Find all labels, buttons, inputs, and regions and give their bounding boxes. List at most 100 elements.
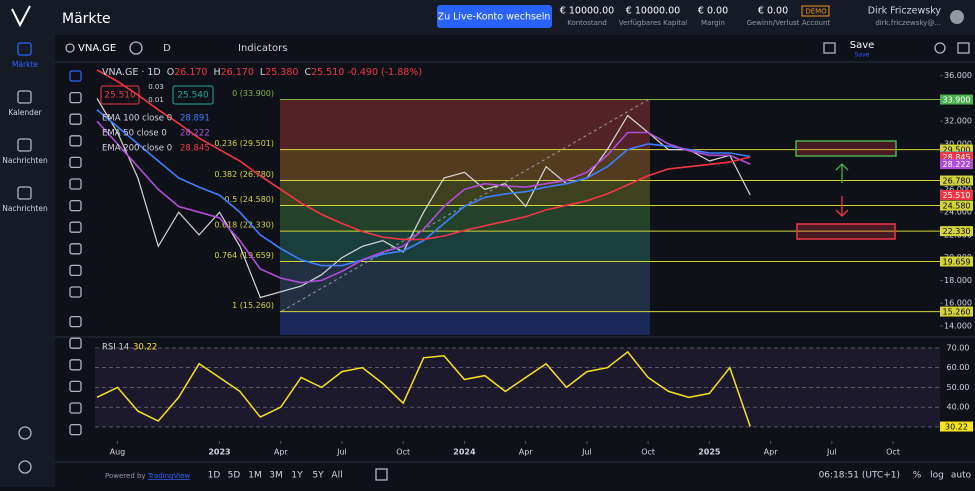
range-button[interactable]: 3M bbox=[269, 471, 283, 481]
ema-value: 28.891 bbox=[180, 114, 210, 124]
nav-label[interactable]: Märkte bbox=[12, 60, 38, 69]
interval[interactable]: D bbox=[163, 43, 171, 54]
symbol[interactable]: VNA.GE bbox=[78, 43, 116, 54]
button-label[interactable]: Zu Live-Konto wechseln bbox=[438, 12, 551, 23]
range-button[interactable]: 1D bbox=[208, 471, 221, 481]
legend-symbol: VNA.GE · 1D bbox=[102, 67, 161, 78]
price-badge-label: 22.330 bbox=[943, 227, 971, 236]
range-buttons: 1D 5D 1M 3M 1Y 5Y All bbox=[208, 471, 343, 481]
fib-label: 0.236 (29.501) bbox=[214, 139, 274, 148]
stat-label: Verfügbares Kapital bbox=[619, 19, 688, 27]
x-tick-label: Apr bbox=[274, 448, 289, 457]
y-tick-label: 36.000 bbox=[944, 71, 972, 80]
fib-label: 0 (33.900) bbox=[232, 89, 274, 98]
live-button[interactable]: Zu Live-Konto wechseln bbox=[437, 5, 552, 28]
y-tick-label: 40.00 bbox=[947, 403, 970, 412]
stat-label: Kontostand bbox=[567, 19, 607, 27]
stat-value: € 10000.00 bbox=[560, 6, 614, 17]
ohlc-value: 25.380 bbox=[265, 67, 298, 78]
y-tick-label: 50.00 bbox=[947, 383, 970, 392]
stat-value: € 0.00 bbox=[698, 6, 728, 17]
powered-text: Powered by bbox=[105, 472, 146, 480]
stat-value: € 0.00 bbox=[758, 6, 788, 17]
ema-value: 28.222 bbox=[180, 129, 210, 139]
ohlc-key: H bbox=[213, 67, 220, 78]
save-status: Save bbox=[855, 52, 870, 59]
spread: 0.01 bbox=[148, 96, 164, 104]
x-tick-label: Apr bbox=[764, 448, 779, 457]
x-tick-label: Jul bbox=[581, 448, 592, 457]
user-name[interactable]: Dirk Friczewsky bbox=[868, 6, 942, 17]
x-tick-label: Jul bbox=[336, 448, 347, 457]
fib-label: 0.5 (24.580) bbox=[225, 195, 275, 204]
x-tick-label: Oct bbox=[641, 448, 655, 457]
fib-band bbox=[280, 262, 650, 312]
ema-value: 28.845 bbox=[180, 144, 210, 154]
stat-label: Margin bbox=[701, 19, 725, 27]
ohlc-key: O bbox=[167, 67, 174, 78]
range-button[interactable]: All bbox=[331, 471, 342, 481]
rsi-name: RSI 14 bbox=[102, 343, 129, 353]
price-badge-label: 26.780 bbox=[943, 177, 971, 186]
x-tick-label: 2023 bbox=[208, 448, 230, 457]
y-tick-label: 18.000 bbox=[944, 276, 972, 285]
legend-change: -0.490 (-1.88%) bbox=[347, 67, 422, 78]
rsi-badge-label: 30.22 bbox=[945, 423, 968, 432]
x-tick-label: 2025 bbox=[698, 448, 721, 457]
log-toggle[interactable]: log bbox=[930, 471, 944, 481]
account-label: Account bbox=[802, 19, 831, 27]
x-tick-label: Jul bbox=[826, 448, 837, 457]
range-button[interactable]: 5D bbox=[228, 471, 241, 481]
nav-label[interactable]: Nachrichten bbox=[2, 156, 48, 165]
fib-label: 1 (15.260) bbox=[232, 301, 274, 310]
buy-price[interactable]: 25.540 bbox=[177, 91, 209, 101]
fib-band bbox=[280, 312, 650, 335]
ohlc-value: 25.510 bbox=[311, 67, 344, 78]
y-tick-label: 60.00 bbox=[947, 363, 970, 372]
ema-legend: EMA 100 close 0 28.891 EMA 50 close 0 28.22… bbox=[102, 114, 210, 154]
ohlc-value: 26.170 bbox=[221, 67, 254, 78]
x-tick-label: Oct bbox=[396, 448, 410, 457]
y-tick-label: 70.00 bbox=[947, 343, 970, 352]
nav-label[interactable]: Kalender bbox=[8, 108, 42, 117]
fib-band bbox=[280, 181, 650, 206]
ema-name: EMA 200 close 0 bbox=[102, 144, 172, 154]
sell-price[interactable]: 25.510 bbox=[104, 91, 136, 101]
x-tick-label: Oct bbox=[886, 448, 900, 457]
demo-text: DEMO bbox=[805, 8, 827, 16]
fib-band bbox=[280, 100, 650, 150]
stat-label: Gewinn/Verlust bbox=[747, 19, 800, 27]
percent-toggle[interactable]: % bbox=[913, 471, 922, 481]
stop-box bbox=[797, 224, 895, 239]
range-button[interactable]: 5Y bbox=[312, 471, 324, 481]
ema-name: EMA 100 close 0 bbox=[102, 114, 172, 124]
auto-toggle[interactable]: auto bbox=[951, 471, 972, 481]
tradingview-link[interactable]: TradingView bbox=[147, 472, 191, 480]
ohlc-value: 26.170 bbox=[174, 67, 207, 78]
rsi-pane: 30.0040.0050.0060.0070.0030.22RSI 1430.2… bbox=[95, 343, 973, 432]
save-button[interactable]: Save bbox=[850, 40, 875, 51]
price-badge-label: 24.580 bbox=[943, 202, 971, 211]
x-tick-label: Apr bbox=[519, 448, 534, 457]
x-tick-label: Aug bbox=[110, 448, 126, 457]
ema-name: EMA 50 close 0 bbox=[102, 129, 167, 139]
fib-band bbox=[280, 231, 650, 261]
powered-by: Powered by TradingView bbox=[105, 472, 190, 480]
range-button[interactable]: 1Y bbox=[291, 471, 303, 481]
spread-top: 0.03 bbox=[148, 83, 164, 91]
x-tick-label: 2024 bbox=[453, 448, 476, 457]
indicators-button[interactable]: Indicators bbox=[238, 43, 287, 54]
price-badge-label: 28.222 bbox=[943, 160, 971, 169]
user-email: dirk.friczewsky@... bbox=[875, 19, 941, 27]
fib-label: 0.382 (26.780) bbox=[214, 170, 274, 179]
price-badge-label: 15.260 bbox=[943, 308, 971, 317]
range-button[interactable]: 1M bbox=[248, 471, 262, 481]
avatar[interactable] bbox=[950, 10, 964, 24]
page-title: Märkte bbox=[62, 11, 111, 27]
nav-label[interactable]: Nachrichten bbox=[2, 204, 48, 213]
y-tick-label: 32.000 bbox=[944, 117, 972, 126]
account-stats: € 10000.00Kontostand€ 10000.00Verfügbare… bbox=[560, 6, 800, 28]
y-tick-label: 16.000 bbox=[944, 299, 972, 308]
y-tick-label: 14.000 bbox=[944, 321, 972, 330]
